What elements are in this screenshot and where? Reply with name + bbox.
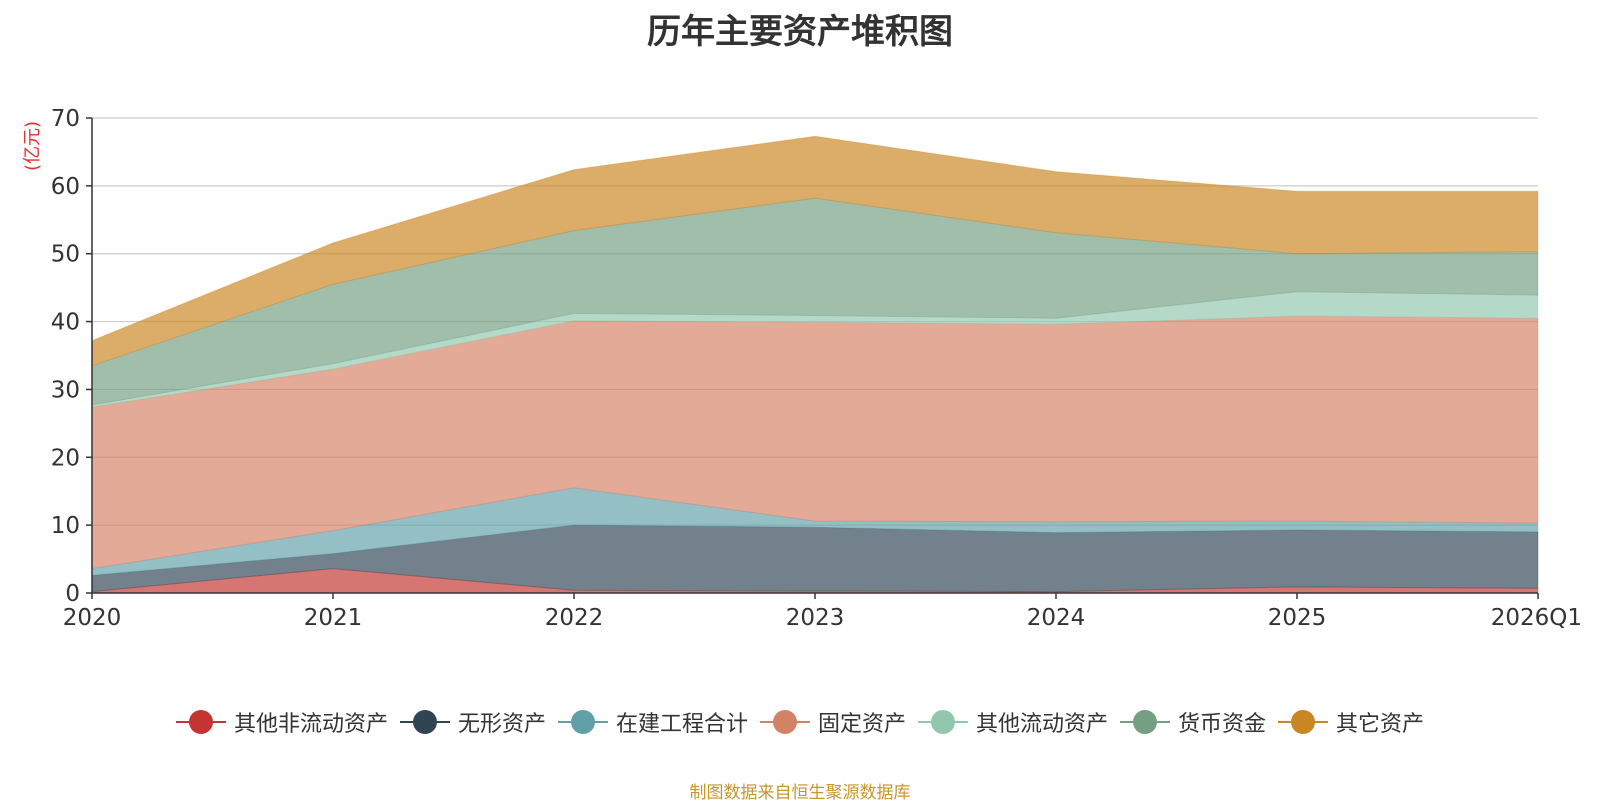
source-note: 制图数据来自恒生聚源数据库 — [689, 783, 911, 803]
legend-label: 货币资金 — [1178, 712, 1267, 737]
legend-dot-icon — [188, 710, 213, 734]
legend-dot-icon — [931, 710, 955, 734]
x-tick-label-2024: 2024 — [1027, 605, 1086, 631]
legend-item-3[interactable]: 固定资产 — [759, 706, 906, 738]
area-series-2[interactable] — [91, 487, 1539, 576]
area-series-1[interactable] — [91, 524, 1539, 593]
legend-marker-icon — [399, 710, 450, 734]
x-tick-label-2022: 2022 — [545, 605, 604, 631]
legend-label: 无形资产 — [457, 712, 546, 737]
legend-item-0[interactable]: 其他非流动资产 — [175, 706, 388, 738]
legend-dot-icon — [570, 710, 595, 734]
y-tick-label-60: 60 — [51, 174, 80, 200]
x-tick-label-2023: 2023 — [786, 605, 845, 631]
legend: 其他非流动资产 无形资产 在建工程合计 固定资产 其他流动资产 货币资金 其它资产 — [0, 702, 1600, 742]
area-series-6[interactable] — [91, 135, 1539, 367]
legend-label: 固定资产 — [817, 712, 906, 737]
legend-item-4[interactable]: 其他流动资产 — [918, 706, 1108, 738]
legend-marker-icon — [1278, 710, 1329, 734]
x-tick-label-2020: 2020 — [63, 605, 122, 631]
y-tick-label-10: 10 — [51, 513, 80, 539]
legend-marker-icon — [1120, 710, 1171, 734]
legend-marker-icon — [759, 710, 810, 734]
legend-marker-icon — [175, 710, 226, 734]
legend-item-1[interactable]: 无形资产 — [399, 706, 546, 738]
x-tick-label-2021: 2021 — [304, 605, 363, 631]
x-tick-label-2026q1: 2026Q1 — [1491, 605, 1582, 631]
legend-item-6[interactable]: 其它资产 — [1278, 706, 1424, 738]
chart-title: 历年主要资产堆积图 — [647, 12, 953, 52]
area-series-group — [91, 135, 1539, 594]
y-axis-label: (亿元) — [22, 121, 43, 171]
y-tick-label-0: 0 — [65, 581, 80, 607]
legend-label: 其它资产 — [1336, 712, 1425, 737]
legend-dot-icon — [1133, 710, 1158, 734]
legend-dot-icon — [412, 710, 437, 734]
x-tick-label-2025: 2025 — [1268, 605, 1327, 631]
y-tick-label-30: 30 — [51, 377, 80, 403]
legend-item-5[interactable]: 货币资金 — [1120, 706, 1266, 738]
legend-item-2[interactable]: 在建工程合计 — [557, 706, 748, 738]
y-tick-label-20: 20 — [51, 445, 80, 471]
tick-labels: 0 10 20 30 40 50 60 70 2020 2021 2022 2023 2024 2025 2… — [51, 106, 1582, 631]
legend-label: 其他流动资产 — [976, 712, 1109, 737]
legend-label: 其他非流动资产 — [233, 712, 388, 737]
legend-dot-icon — [772, 710, 797, 734]
legend-dot-icon — [1291, 710, 1316, 734]
area-series-4[interactable] — [91, 291, 1539, 408]
legend-label: 在建工程合计 — [615, 712, 748, 737]
y-tick-label-50: 50 — [51, 242, 80, 268]
y-tick-label-40: 40 — [51, 310, 80, 336]
legend-marker-icon — [557, 710, 608, 734]
legend-marker-icon — [918, 710, 968, 734]
y-tick-label-70: 70 — [51, 106, 80, 132]
area-series-3[interactable] — [91, 315, 1539, 570]
